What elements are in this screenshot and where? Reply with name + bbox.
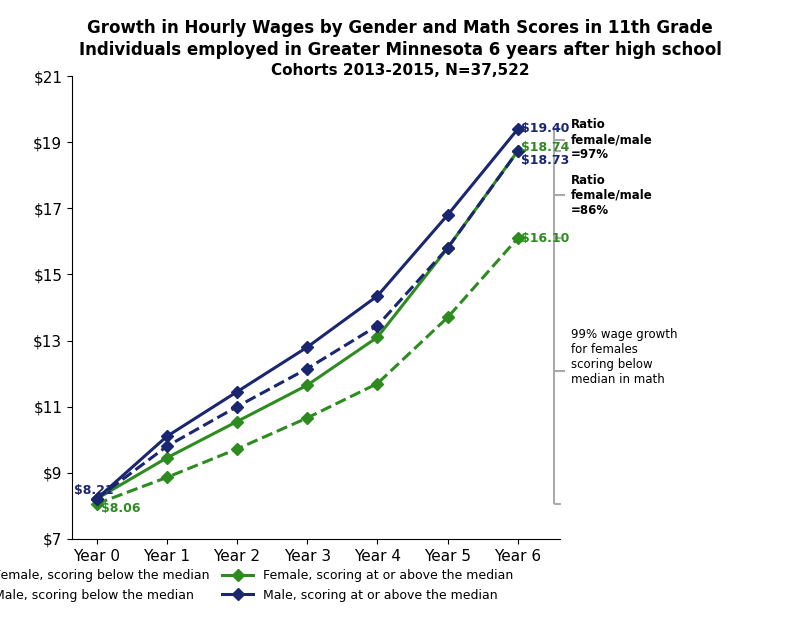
- Text: Individuals employed in Greater Minnesota 6 years after high school: Individuals employed in Greater Minnesot…: [78, 41, 722, 59]
- Male, scoring at or above the median: [302, 344, 312, 351]
- Line: Female, scoring at or above the median: Female, scoring at or above the median: [93, 146, 522, 503]
- Text: Ratio
female/male
=97%: Ratio female/male =97%: [570, 119, 652, 162]
- Text: $18.74: $18.74: [522, 141, 570, 153]
- Text: $8.06: $8.06: [101, 501, 140, 515]
- Male, scoring below the median: [232, 403, 242, 410]
- Text: Growth in Hourly Wages by Gender and Math Scores in 11th Grade: Growth in Hourly Wages by Gender and Mat…: [87, 19, 713, 37]
- Line: Male, scoring at or above the median: Male, scoring at or above the median: [93, 125, 522, 503]
- Male, scoring at or above the median: [162, 432, 171, 440]
- Male, scoring below the median: [92, 495, 102, 503]
- Female, scoring at or above the median: [92, 495, 102, 503]
- Female, scoring at or above the median: [232, 418, 242, 425]
- Legend: Female, scoring below the median, Male, scoring below the median, Female, scorin: Female, scoring below the median, Male, …: [0, 564, 518, 607]
- Text: $16.10: $16.10: [522, 231, 570, 245]
- Female, scoring below the median: [232, 445, 242, 453]
- Text: $8.21: $8.21: [74, 484, 114, 497]
- Male, scoring at or above the median: [92, 495, 102, 503]
- Line: Female, scoring below the median: Female, scoring below the median: [93, 234, 522, 508]
- Male, scoring below the median: [443, 244, 453, 252]
- Female, scoring at or above the median: [443, 244, 453, 252]
- Male, scoring at or above the median: [443, 211, 453, 219]
- Text: Ratio
female/male
=86%: Ratio female/male =86%: [570, 174, 652, 217]
- Text: $19.40: $19.40: [522, 122, 570, 136]
- Text: 99% wage growth
for females
scoring below
median in math: 99% wage growth for females scoring belo…: [570, 328, 677, 386]
- Female, scoring below the median: [373, 380, 382, 387]
- Text: Cohorts 2013-2015, N=37,522: Cohorts 2013-2015, N=37,522: [270, 63, 530, 79]
- Male, scoring below the median: [162, 443, 171, 450]
- Male, scoring at or above the median: [513, 125, 522, 133]
- Text: $18.73: $18.73: [522, 154, 570, 167]
- Female, scoring at or above the median: [513, 147, 522, 155]
- Female, scoring below the median: [302, 414, 312, 422]
- Male, scoring at or above the median: [232, 388, 242, 396]
- Male, scoring at or above the median: [373, 292, 382, 300]
- Female, scoring below the median: [92, 500, 102, 508]
- Female, scoring at or above the median: [302, 382, 312, 389]
- Line: Male, scoring below the median: Male, scoring below the median: [93, 147, 522, 503]
- Female, scoring below the median: [443, 314, 453, 321]
- Female, scoring at or above the median: [373, 333, 382, 341]
- Male, scoring below the median: [302, 365, 312, 372]
- Female, scoring at or above the median: [162, 454, 171, 462]
- Female, scoring below the median: [162, 474, 171, 481]
- Female, scoring below the median: [513, 235, 522, 242]
- Male, scoring below the median: [513, 147, 522, 155]
- Male, scoring below the median: [373, 322, 382, 330]
